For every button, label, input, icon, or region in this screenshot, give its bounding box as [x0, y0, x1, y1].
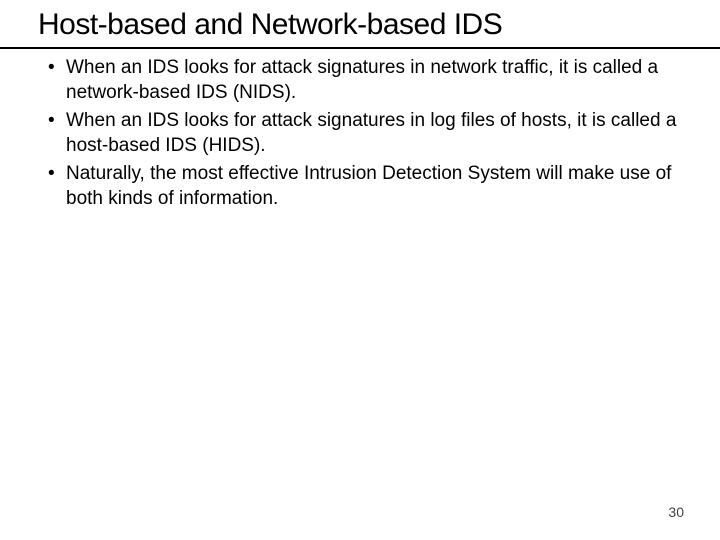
slide: Host-based and Network-based IDS When an…	[0, 0, 720, 540]
list-item: Naturally, the most effective Intrusion …	[48, 161, 678, 211]
list-item: When an IDS looks for attack signatures …	[48, 108, 678, 158]
title-area: Host-based and Network-based IDS	[0, 0, 720, 43]
bullet-list: When an IDS looks for attack signatures …	[48, 55, 678, 211]
slide-title: Host-based and Network-based IDS	[38, 8, 720, 43]
page-number: 30	[668, 504, 684, 520]
content-area: When an IDS looks for attack signatures …	[0, 49, 720, 211]
list-item: When an IDS looks for attack signatures …	[48, 55, 678, 105]
